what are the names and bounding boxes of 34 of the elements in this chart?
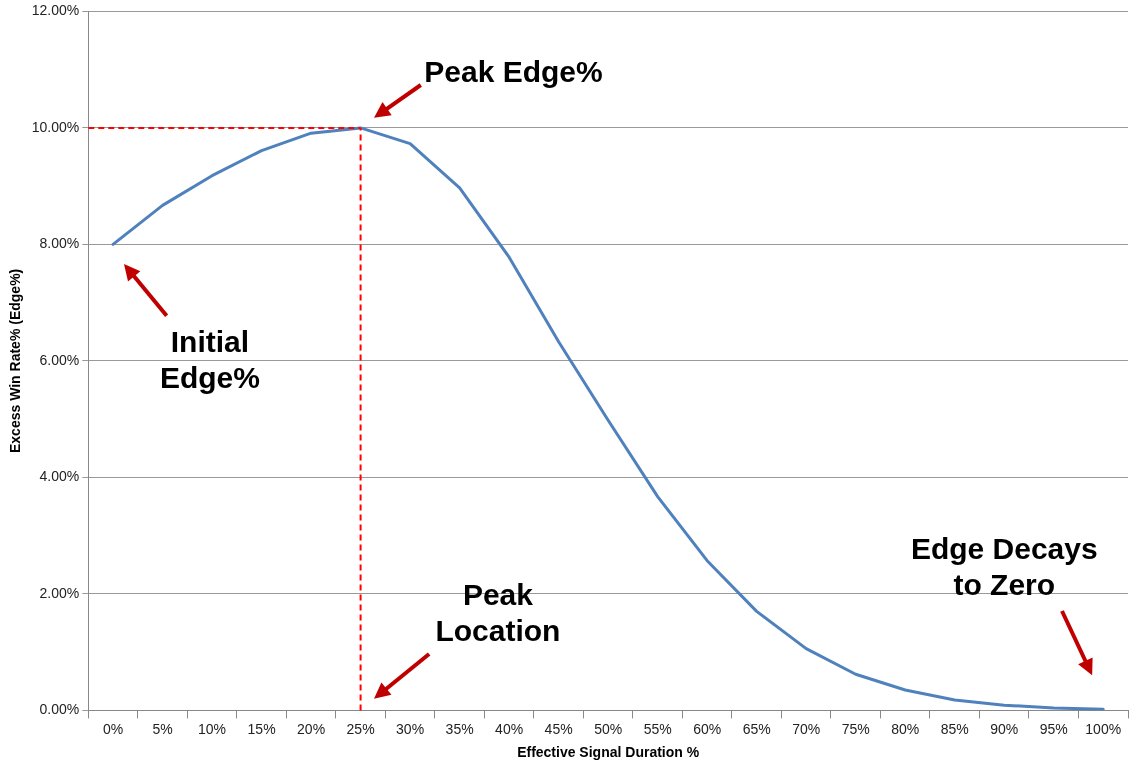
x-tick-label: 80% — [891, 720, 920, 737]
x-axis-title: Effective Signal Duration % — [517, 744, 700, 761]
x-tick-label: 55% — [643, 720, 672, 737]
x-tick-label: 0% — [102, 720, 124, 737]
y-tick-label: 0.00% — [39, 701, 80, 718]
x-tick-label: 50% — [594, 720, 623, 737]
annotation: Peak Edge% — [423, 53, 604, 90]
annotation: Peak Location — [434, 577, 562, 650]
x-tick-label: 90% — [990, 720, 1019, 737]
x-tick-label: 75% — [841, 720, 870, 737]
y-tick-label: 4.00% — [39, 468, 80, 485]
y-axis-title: Excess Win Rate% (Edge%) — [7, 268, 24, 454]
x-tick-label: 65% — [742, 720, 771, 737]
x-tick-label: 15% — [247, 720, 276, 737]
x-tick-label: 95% — [1039, 720, 1068, 737]
y-tick-label: 12.00% — [31, 2, 80, 19]
y-tick-label: 10.00% — [31, 118, 80, 135]
annotation: Edge Decays to Zero — [909, 531, 1099, 604]
x-tick-label: 45% — [544, 720, 573, 737]
y-tick-label: 2.00% — [39, 584, 80, 601]
annotation: Initial Edge% — [158, 324, 261, 397]
x-tick-label: 40% — [495, 720, 524, 737]
y-tick-label: 6.00% — [39, 351, 80, 368]
x-tick-label: 60% — [693, 720, 722, 737]
x-tick-label: 30% — [396, 720, 425, 737]
x-tick-label: 25% — [346, 720, 375, 737]
x-tick-label: 70% — [792, 720, 821, 737]
x-tick-label: 20% — [297, 720, 326, 737]
x-tick-label: 10% — [198, 720, 227, 737]
x-tick-label: 85% — [940, 720, 969, 737]
x-tick-label: 100% — [1085, 720, 1122, 737]
x-tick-label: 5% — [152, 720, 173, 737]
y-tick-label: 8.00% — [39, 235, 80, 252]
x-tick-label: 35% — [445, 720, 474, 737]
